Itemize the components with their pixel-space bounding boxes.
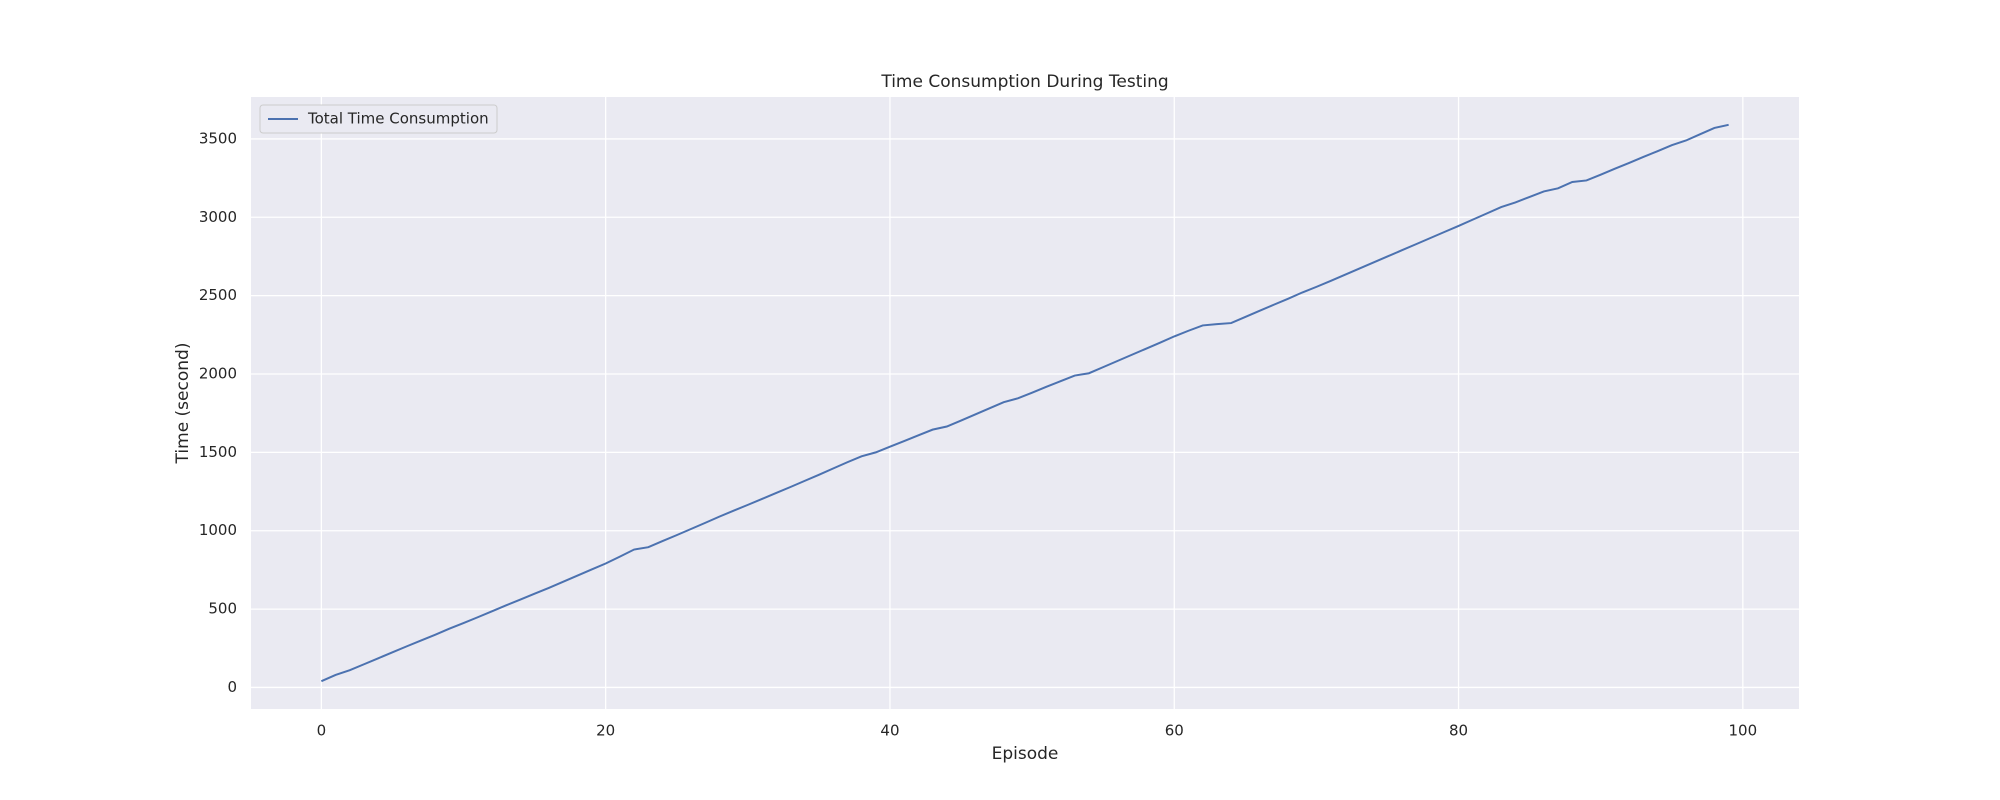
- y-tick-label: 2000: [199, 365, 237, 383]
- y-tick-label: 3000: [199, 208, 237, 226]
- legend-box: [259, 104, 498, 134]
- y-tick-label: 0: [227, 678, 237, 696]
- y-tick-label: 3500: [199, 129, 237, 147]
- legend-label: Total Time Consumption: [307, 110, 489, 128]
- plot-area: [251, 97, 1799, 709]
- x-tick-label: 60: [1165, 722, 1184, 740]
- x-tick-label: 100: [1729, 722, 1758, 740]
- chart-title: Time Consumption During Testing: [880, 72, 1168, 92]
- x-tick-label: 0: [317, 722, 327, 740]
- y-tick-label: 2500: [199, 286, 237, 304]
- x-tick-label: 80: [1449, 722, 1468, 740]
- x-tick-label: 40: [880, 722, 899, 740]
- y-tick-label: 500: [208, 600, 237, 618]
- line: [320, 123, 1729, 683]
- y-axis-label: Time (second): [173, 343, 193, 465]
- y-tick-label: 1000: [199, 521, 237, 539]
- y-tick-label: 1500: [199, 443, 237, 461]
- x-axis-label: Episode: [992, 744, 1059, 764]
- x-tick-label: 20: [596, 722, 615, 740]
